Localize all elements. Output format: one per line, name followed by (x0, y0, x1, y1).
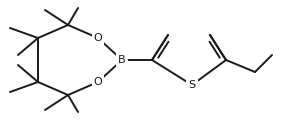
Text: O: O (94, 77, 102, 87)
Text: S: S (188, 80, 195, 90)
Text: O: O (94, 33, 102, 43)
Text: B: B (118, 55, 126, 65)
